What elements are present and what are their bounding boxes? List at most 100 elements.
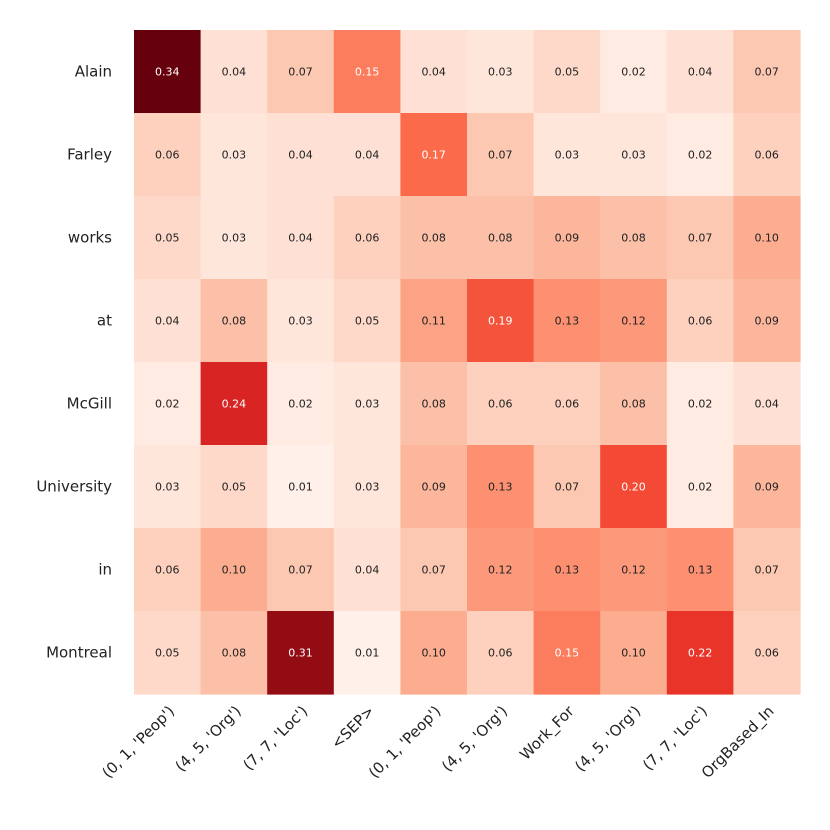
cell-value-label: 0.03 <box>355 398 380 411</box>
heatmap-cell <box>467 445 535 529</box>
column-label: Work_For <box>516 702 579 765</box>
heatmap-cell <box>400 30 468 114</box>
heatmap-cell <box>467 611 535 695</box>
heatmap-cell <box>333 30 401 114</box>
cell-value-label: 0.10 <box>621 647 646 660</box>
heatmap-cell <box>533 611 601 695</box>
cell-value-label: 0.09 <box>754 315 779 328</box>
cell-value-label: 0.05 <box>155 232 180 245</box>
cell-value-label: 0.12 <box>488 564 513 577</box>
row-label: Farley <box>67 146 112 164</box>
heatmap-cell <box>600 279 668 363</box>
cell-value-label: 0.04 <box>688 66 713 79</box>
cell-value-label: 0.03 <box>488 66 513 79</box>
heatmap-cell <box>200 445 268 529</box>
cell-value-label: 0.34 <box>155 66 180 79</box>
cell-value-label: 0.04 <box>222 66 247 79</box>
heatmap-cell <box>134 30 202 114</box>
cell-value-label: 0.13 <box>555 564 580 577</box>
heatmap-cell <box>400 113 468 197</box>
column-labels: (0, 1, 'Peop')(4, 5, 'Org')(7, 7, 'Loc')… <box>99 702 779 783</box>
heatmap-cell <box>267 445 335 529</box>
heatmap-cell <box>533 279 601 363</box>
cell-value-label: 0.06 <box>355 232 380 245</box>
heatmap-cell <box>733 445 801 529</box>
heatmap-cell <box>600 196 668 280</box>
heatmap-cell <box>533 445 601 529</box>
cell-value-label: 0.04 <box>288 149 313 162</box>
cell-value-label: 0.10 <box>421 647 446 660</box>
cell-value-label: 0.04 <box>421 66 446 79</box>
column-label: (7, 7, 'Loc') <box>239 702 311 774</box>
heatmap-cell <box>200 30 268 114</box>
heatmap-cell <box>666 611 734 695</box>
heatmap-cell <box>600 30 668 114</box>
cell-value-label: 0.03 <box>355 481 380 494</box>
row-label: Montreal <box>46 644 112 662</box>
cell-value-label: 0.05 <box>155 647 180 660</box>
heatmap-cell <box>666 113 734 197</box>
heatmap-cell <box>134 113 202 197</box>
heatmap-cell <box>267 279 335 363</box>
heatmap-cell <box>200 528 268 612</box>
heatmap-cell <box>267 30 335 114</box>
cell-value-label: 0.04 <box>355 149 380 162</box>
cell-value-label: 0.06 <box>155 564 180 577</box>
heatmap-cell <box>400 279 468 363</box>
cell-value-label: 0.15 <box>355 66 380 79</box>
cell-value-label: 0.04 <box>155 315 180 328</box>
heatmap-cell <box>733 611 801 695</box>
heatmap-cell <box>400 196 468 280</box>
heatmap-cell <box>200 279 268 363</box>
cell-value-label: 0.06 <box>488 647 513 660</box>
cell-value-label: 0.02 <box>688 481 713 494</box>
heatmap-cell <box>600 113 668 197</box>
row-label: Alain <box>75 63 112 81</box>
cell-value-label: 0.03 <box>288 315 313 328</box>
heatmap-cell <box>333 611 401 695</box>
cell-value-label: 0.31 <box>288 647 313 660</box>
cell-value-label: 0.09 <box>754 481 779 494</box>
cell-value-label: 0.06 <box>488 398 513 411</box>
heatmap-cell <box>533 196 601 280</box>
heatmap-cell <box>200 196 268 280</box>
row-label: University <box>36 478 112 496</box>
cell-value-label: 0.02 <box>155 398 180 411</box>
cell-value-label: 0.03 <box>555 149 580 162</box>
heatmap-cell <box>666 362 734 446</box>
cell-value-label: 0.07 <box>421 564 446 577</box>
cell-value-label: 0.09 <box>555 232 580 245</box>
heatmap-cell <box>467 113 535 197</box>
heatmap-cell <box>733 196 801 280</box>
column-label: <SEP> <box>328 702 378 752</box>
cell-value-label: 0.06 <box>155 149 180 162</box>
cell-value-label: 0.07 <box>555 481 580 494</box>
heatmap-cell <box>533 113 601 197</box>
row-label: in <box>98 561 112 579</box>
cell-value-label: 0.07 <box>754 66 779 79</box>
heatmap-cell <box>333 362 401 446</box>
heatmap-cell <box>134 362 202 446</box>
heatmap-cell <box>467 30 535 114</box>
heatmap-cell <box>267 611 335 695</box>
heatmap-cell <box>400 528 468 612</box>
cell-value-label: 0.12 <box>621 564 646 577</box>
cell-value-label: 0.05 <box>355 315 380 328</box>
heatmap-cell <box>600 362 668 446</box>
cell-value-label: 0.19 <box>488 315 513 328</box>
cell-value-label: 0.07 <box>288 66 313 79</box>
column-label: (4, 5, 'Org') <box>438 702 511 775</box>
cell-value-label: 0.07 <box>488 149 513 162</box>
heatmap-cell <box>400 611 468 695</box>
cell-value-label: 0.17 <box>421 149 446 162</box>
cell-value-label: 0.03 <box>155 481 180 494</box>
cell-value-label: 0.11 <box>421 315 446 328</box>
heatmap-cell <box>400 445 468 529</box>
cell-value-label: 0.08 <box>222 647 247 660</box>
heatmap-cell <box>333 113 401 197</box>
heatmap-cell <box>134 611 202 695</box>
heatmap-cell <box>666 30 734 114</box>
cell-value-label: 0.24 <box>222 398 247 411</box>
cell-value-label: 0.03 <box>621 149 646 162</box>
